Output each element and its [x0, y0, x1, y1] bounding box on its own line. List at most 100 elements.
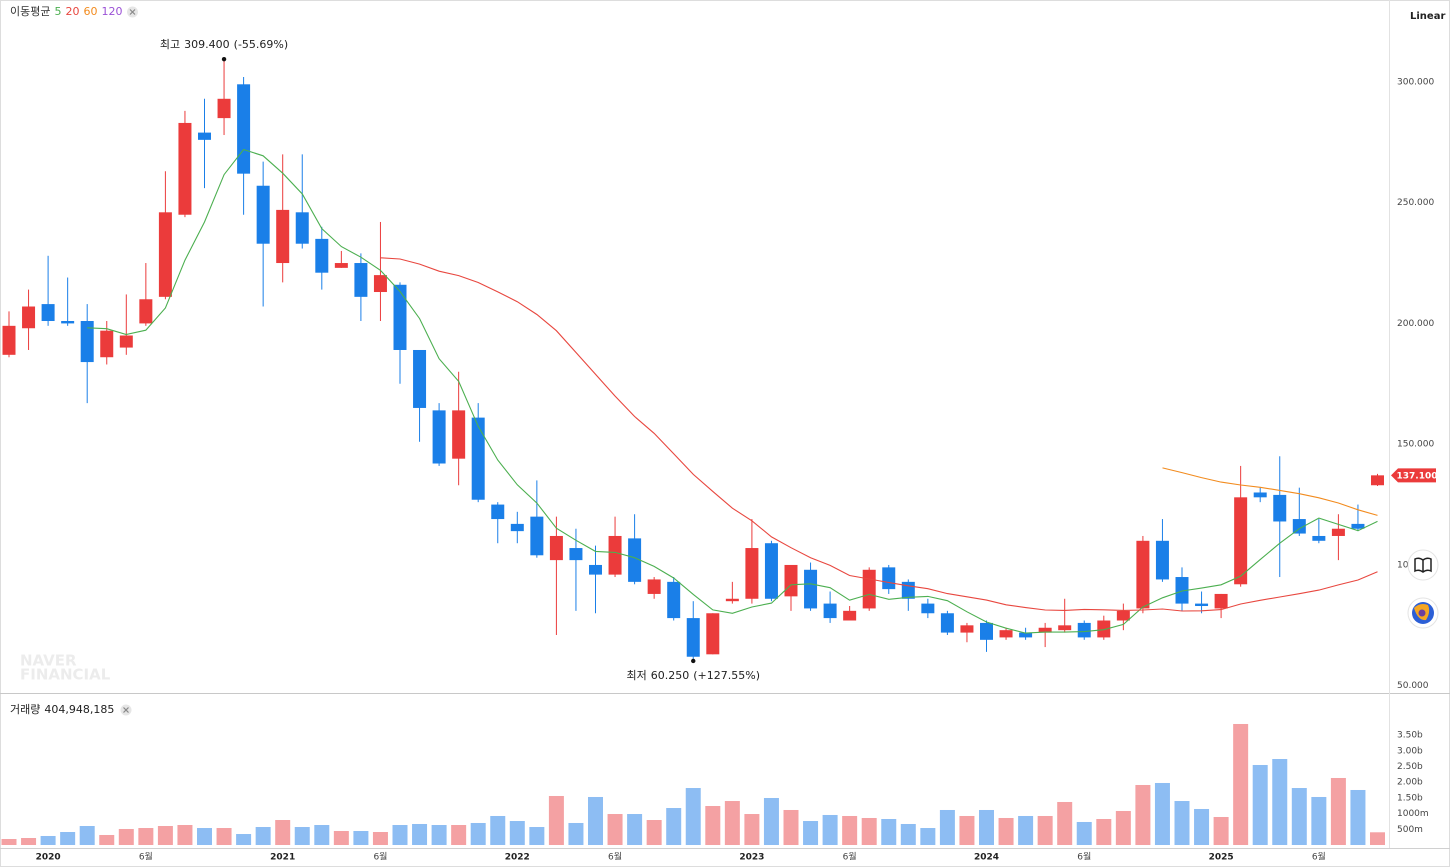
- legend-entry: 120: [101, 5, 122, 18]
- volume-bar: [1115, 810, 1131, 845]
- price-tag: [1391, 468, 1436, 483]
- volume-close-icon[interactable]: [120, 704, 132, 716]
- volume-bar: [40, 835, 56, 845]
- volume-bar: [588, 796, 603, 845]
- volume-bar: [998, 817, 1014, 845]
- volume-bar: [783, 809, 799, 845]
- volume-bar: [470, 822, 486, 845]
- book-icon[interactable]: [1407, 549, 1439, 581]
- candle-body: [589, 564, 602, 575]
- volume-tick-label: 500m: [1397, 825, 1423, 835]
- candle-body: [647, 579, 661, 594]
- candle-body: [1292, 519, 1306, 534]
- volume-bar: [627, 814, 643, 845]
- candle-body: [315, 238, 329, 273]
- volume-bar: [1018, 815, 1034, 845]
- candle-body: [901, 581, 915, 599]
- volume-bar: [979, 809, 994, 845]
- moving-average-line: [87, 148, 1378, 634]
- annotation-value: 309.400: [184, 38, 230, 51]
- volume-bar: [1291, 788, 1307, 845]
- candle-body: [139, 299, 153, 324]
- volume-tick-label: 1.50b: [1397, 793, 1423, 803]
- candle-body: [999, 630, 1013, 638]
- volume-bar: [1252, 764, 1268, 845]
- candle-body: [1273, 494, 1287, 522]
- volume-bar: [1037, 815, 1053, 845]
- annotation-value: 60.250: [651, 669, 690, 682]
- volume-bar: [724, 801, 740, 845]
- candle-body: [413, 349, 427, 408]
- candle-body: [960, 625, 974, 633]
- price-tick-label: 300.000: [1397, 77, 1434, 87]
- legend-entry: 60: [83, 5, 97, 18]
- candle-body: [432, 410, 446, 464]
- volume-bar: [666, 808, 682, 845]
- candle-body: [198, 132, 211, 140]
- volume-bar: [763, 797, 779, 845]
- plot-area: 50.000100.000150.000200.000250.000300.00…: [1, 38, 1438, 863]
- volume-bar: [197, 828, 212, 845]
- candle-body: [1351, 523, 1365, 529]
- candle-body: [667, 581, 681, 619]
- candle-body: [569, 548, 583, 561]
- volume-bar: [177, 824, 193, 845]
- volume-bar: [412, 823, 428, 845]
- candle-body: [530, 516, 544, 556]
- annotation-change: (+127.55%): [693, 669, 760, 682]
- volume-bar: [920, 828, 936, 845]
- volume-tick-label: 2.00b: [1397, 778, 1423, 788]
- candle-body: [862, 569, 876, 609]
- candle-body: [334, 263, 348, 268]
- price-tick-label: 50.000: [1397, 681, 1429, 691]
- volume-bar: [1330, 777, 1346, 845]
- icon-x: [129, 9, 136, 15]
- candle-body: [1136, 540, 1150, 609]
- volume-bar: [1174, 801, 1190, 845]
- candle-body: [1019, 632, 1033, 638]
- volume-bar: [60, 832, 76, 845]
- volume-bar: [822, 814, 838, 845]
- watermark-text: NAVER: [20, 652, 77, 670]
- volume-bar: [803, 821, 819, 845]
- candle-body: [940, 613, 954, 633]
- volume-bar: [646, 820, 662, 845]
- x-tick-label: 6월: [843, 851, 857, 863]
- volume-bar: [1076, 821, 1092, 845]
- volume-bar: [118, 828, 134, 845]
- volume-bar: [842, 815, 858, 845]
- x-tick-label: 6월: [139, 851, 153, 863]
- scale-mode[interactable]: Linear: [1410, 11, 1445, 22]
- volume-tick-label: 3.00b: [1397, 746, 1423, 756]
- x-tick-label: 6월: [373, 851, 387, 863]
- volume-bar: [1096, 819, 1112, 845]
- volume-bar: [392, 824, 408, 845]
- legend-close-icon[interactable]: [126, 6, 138, 18]
- candle-body: [373, 275, 387, 293]
- candle-body: [549, 535, 563, 561]
- x-tick-label: 2023: [739, 853, 764, 863]
- candle-body: [295, 212, 309, 244]
- volume-tick-label: 1000m: [1397, 809, 1429, 819]
- candle-body: [1097, 620, 1111, 638]
- volume-bar: [451, 824, 467, 845]
- annotation: 최저 60.250 (+127.55%): [627, 669, 761, 682]
- candle-body: [354, 263, 368, 297]
- volume-bar: [275, 820, 291, 845]
- candle-body: [1371, 475, 1384, 486]
- candle-body: [1253, 492, 1267, 498]
- volume-bar: [548, 795, 564, 845]
- volume-bar: [138, 828, 154, 845]
- moving-average-line: [1162, 467, 1378, 516]
- volume-title-text: 거래량: [10, 703, 40, 716]
- ai-icon[interactable]: [1407, 597, 1439, 629]
- x-tick-label: 2025: [1209, 853, 1234, 863]
- volume-bar: [1311, 796, 1327, 845]
- legend-title: 이동평균: [10, 5, 50, 18]
- volume-bar: [1154, 782, 1170, 845]
- volume-bar: [353, 830, 369, 845]
- candle-body: [725, 598, 739, 602]
- volume-bar: [1233, 723, 1249, 845]
- candle-body: [1195, 603, 1209, 607]
